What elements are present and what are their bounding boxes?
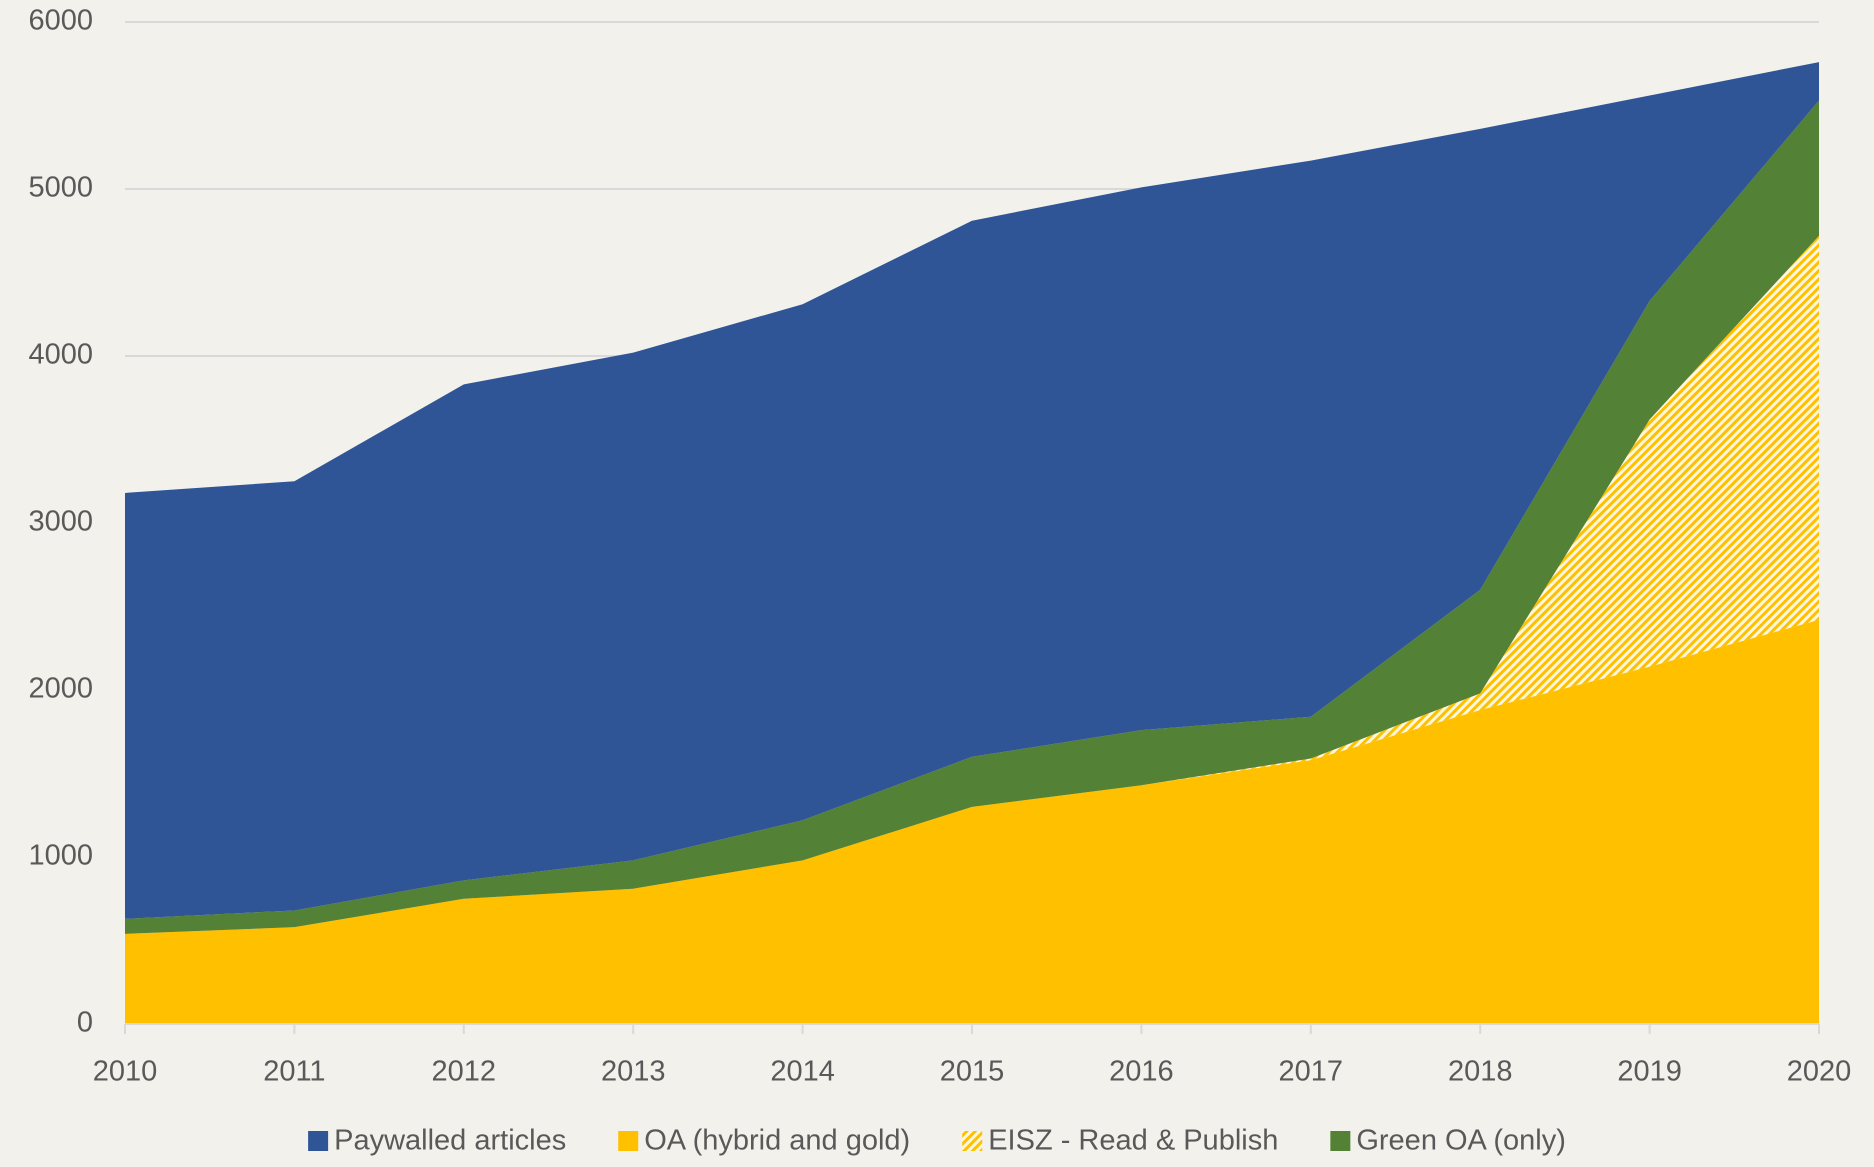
y-tick-label: 6000 [28, 5, 93, 37]
x-tick-label: 2016 [1109, 1056, 1174, 1088]
y-tick-label: 5000 [28, 172, 93, 204]
legend-label: Paywalled articles [334, 1125, 566, 1157]
x-tick-label: 2015 [940, 1056, 1005, 1088]
legend-label: Green OA (only) [1356, 1125, 1566, 1157]
x-tick-label: 2017 [1279, 1056, 1344, 1088]
legend-swatch [1330, 1131, 1351, 1151]
x-tick-label: 2010 [93, 1056, 158, 1088]
x-tick-label: 2013 [601, 1056, 666, 1088]
legend-label: EISZ - Read & Publish [988, 1125, 1278, 1157]
legend-swatch [618, 1131, 639, 1151]
legend-label: OA (hybrid and gold) [644, 1125, 910, 1157]
x-tick-label: 2018 [1448, 1056, 1513, 1088]
y-tick-label: 2000 [28, 673, 93, 705]
area [125, 62, 1819, 919]
x-tick-label: 2019 [1617, 1056, 1682, 1088]
x-tick-label: 2014 [770, 1056, 835, 1088]
x-tick-label: 2012 [432, 1056, 497, 1088]
area [125, 100, 1819, 934]
x-tick-label: 2011 [263, 1056, 325, 1088]
y-tick-label: 1000 [28, 840, 93, 872]
legend-swatch [308, 1131, 329, 1151]
y-tick-label: 0 [77, 1007, 93, 1039]
area [125, 619, 1819, 1024]
x-tick-label: 2020 [1787, 1056, 1852, 1088]
y-tick-label: 4000 [28, 339, 93, 371]
y-tick-label: 3000 [28, 506, 93, 538]
legend-swatch [962, 1131, 983, 1151]
